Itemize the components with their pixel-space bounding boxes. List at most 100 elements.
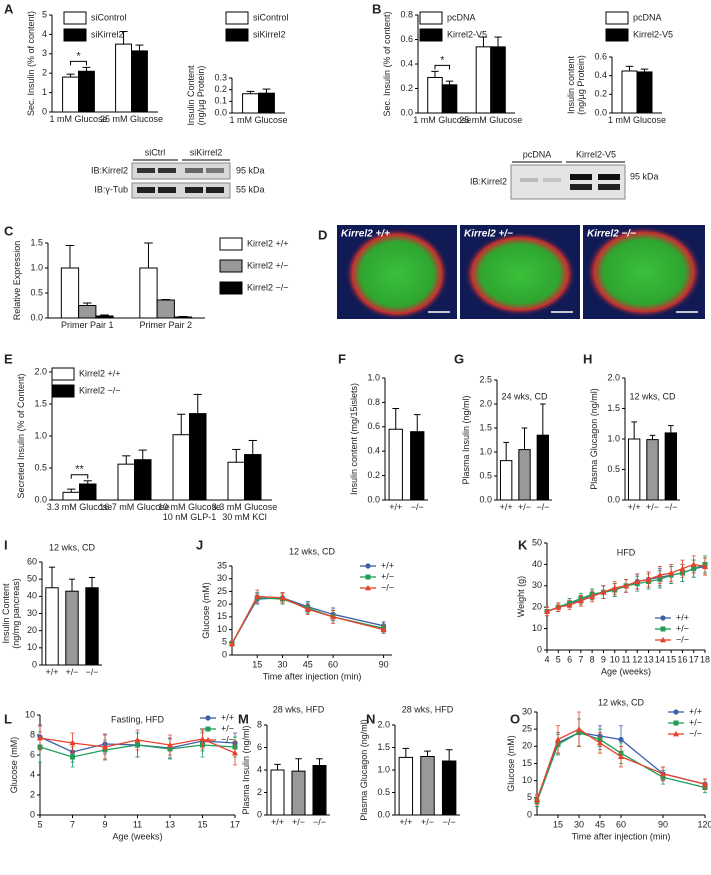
blot-a: siCtrl siKirrel2 IB:Kirrel2 IB:γ-Tub 95 …: [91, 147, 265, 199]
y-tick-label: 0.0: [594, 107, 607, 117]
bar: [636, 71, 653, 114]
marker: [134, 736, 141, 743]
marker: [611, 584, 618, 591]
chart: E 0.0 0.5 1.0 1.5 2.0 Secreted Insulin (% of C…: [4, 351, 278, 522]
y-tick-label: 0.3: [214, 72, 227, 82]
bar: [441, 84, 458, 114]
marker: [304, 606, 311, 612]
panel-letter: K: [518, 537, 528, 552]
series-line: [231, 595, 384, 644]
y-tick-label: 2: [30, 789, 35, 799]
marker: [576, 725, 582, 732]
y-axis-label: Insulin content: [566, 55, 576, 114]
y-tick-label: 1.0: [30, 262, 43, 272]
y-tick-label: 4: [42, 29, 47, 39]
panel-letter: B: [372, 1, 381, 16]
legend-swatch: [419, 11, 443, 25]
x-tick-label: +/−: [517, 502, 531, 512]
significance-label: **: [75, 464, 84, 476]
x-tick-label: 15: [252, 659, 262, 669]
y-tick-label: 0.5: [377, 787, 390, 797]
y-tick-label: 0.4: [400, 58, 413, 68]
y-tick-label: 0.0: [607, 494, 620, 504]
x-tick-label: 1 mM Glucose: [413, 115, 472, 125]
y-tick-label: 2.0: [607, 372, 620, 382]
marker: [623, 582, 629, 589]
y-tick-label: 20: [522, 741, 532, 751]
significance-bracket: [70, 60, 87, 66]
marker: [102, 743, 108, 750]
y-tick-label: 0.2: [367, 470, 380, 480]
chart-title: 12 wks, CD: [289, 546, 336, 556]
x-tick-label: 15: [197, 819, 207, 829]
chart-title: HFD: [617, 547, 636, 557]
x-tick-label: 3.3 mM Glucose: [46, 502, 113, 512]
y-tick-label: 0.6: [367, 421, 380, 431]
x-tick-label: 1 mM Glucose: [229, 115, 288, 125]
legend-label: pcDNA: [633, 12, 662, 22]
y-tick-label: 1.0: [34, 430, 47, 440]
x-tick-label: 1 mM Glucose: [49, 114, 108, 124]
y-tick-label: 0: [527, 809, 532, 819]
image-label: Kirrel2 +/+: [341, 229, 390, 240]
panel-letter: F: [338, 351, 346, 366]
y-tick-label: 15: [522, 758, 532, 768]
marker: [544, 608, 550, 614]
x-tick-label: −/−: [410, 502, 424, 512]
y-tick-label: 30: [217, 573, 227, 583]
x-tick-label: −/−: [442, 817, 456, 827]
x-tick-label: 3.3 mM Glucose 30 mM KCl: [211, 502, 278, 522]
marker: [566, 601, 573, 608]
y-tick-label: 0.0: [400, 107, 413, 117]
chart: B 0.0 0.2 0.4 0.6 0.8 Sec. Insulin (% of conte…: [372, 1, 522, 125]
y-axis-label: Glucose (mM): [506, 735, 516, 792]
panel-letter: D: [318, 227, 327, 242]
x-tick-label: 60: [616, 819, 626, 829]
panel-letter: H: [583, 351, 592, 366]
bar: [95, 315, 114, 319]
x-tick-label: +/−: [65, 667, 78, 677]
x-tick-label: −/−: [442, 817, 456, 827]
legend-label: pcDNA: [447, 12, 476, 22]
marker: [597, 739, 603, 746]
y-tick-label: 40: [532, 559, 542, 569]
y-axis-label: Plasma Insulin (ng/ml): [461, 395, 471, 484]
x-tick-label: 10 mM Glucose 10 nM GLP-1: [157, 502, 222, 522]
y-tick-label: 4: [30, 769, 35, 779]
legend-marker: [365, 563, 371, 569]
y-tick-label: 40: [27, 591, 37, 601]
x-tick-label: +/+: [389, 502, 403, 512]
y-tick-label: 30: [27, 608, 37, 618]
x-tick-label: +/+: [399, 817, 413, 827]
significance-bracket: [434, 64, 451, 70]
y-axis-label: Plasma Glucagon (ng/ml): [589, 388, 599, 490]
x-tick-label: 60: [328, 659, 338, 669]
chart: J 12 wks, CD 0 5 10 15 20 25 30 35 Glucose (mM) 15 3…: [196, 537, 394, 681]
y-tick-label: 2.5: [479, 374, 492, 384]
marker: [668, 569, 675, 576]
bar: [60, 267, 80, 319]
x-tick-label: 6: [567, 654, 572, 664]
significance-bracket: [70, 474, 89, 479]
x-tick-label: 11: [133, 819, 142, 829]
legend-swatch: [219, 281, 243, 295]
x-tick-label: −/−: [410, 502, 424, 512]
y-tick-label: 0.0: [34, 494, 47, 504]
y-tick-label: 0: [257, 809, 262, 819]
blot-b: pcDNA Kirrel2-V5 IB:Kirrel2 95 kDa: [470, 149, 659, 200]
legend-marker: [660, 615, 666, 621]
y-tick-label: 15: [217, 611, 227, 621]
x-tick-label: 1 mM Glucose: [608, 115, 666, 125]
y-tick-label: 0.5: [30, 287, 43, 297]
bar: [131, 50, 148, 113]
marker: [232, 749, 238, 756]
bar: [258, 92, 275, 114]
bar: [270, 769, 285, 816]
legend-marker: [205, 726, 211, 732]
chart: F 0.0 0.2 0.4 0.6 0.8 1.0 Insulin content (mg/1…: [338, 351, 428, 512]
x-tick-label: 10 mM Glucose 10 nM GLP-1: [157, 502, 222, 522]
y-tick-label: 0.2: [214, 84, 227, 94]
islet-images: D Kirrel2 +/+ Kirrel2 +/− Kirrel2 −/−: [318, 225, 705, 320]
significance-label: *: [440, 54, 445, 66]
